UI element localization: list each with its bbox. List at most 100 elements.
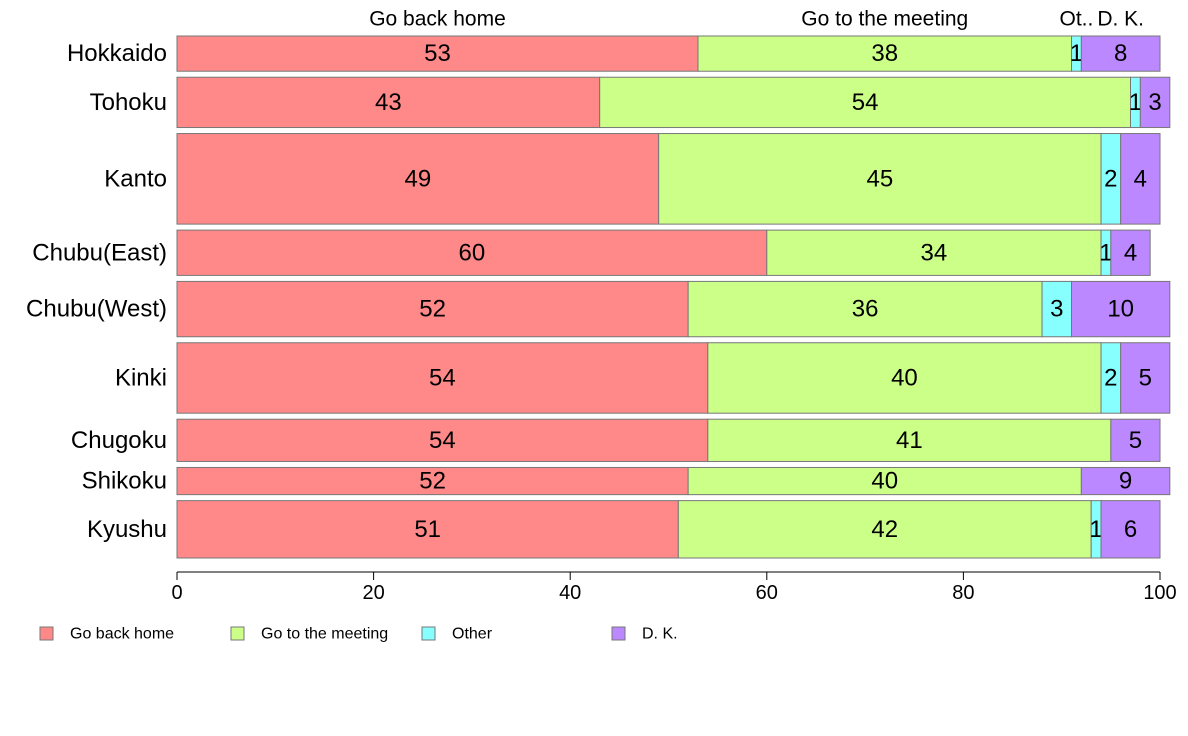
- bar-segment-go-back-home: [176, 229, 768, 276]
- x-tick-label: 20: [362, 582, 384, 604]
- bar-segment-d-k: [1120, 133, 1161, 225]
- bar-segment-go-to-the-meeting: [599, 76, 1132, 129]
- data-label: 4: [1124, 239, 1137, 266]
- legend-item-go-to-the-meeting: Go to the meeting: [230, 626, 388, 643]
- column-headers: Go back home Go to the meeting Ot.. D. K.: [369, 8, 1144, 31]
- bar-segment-d-k: [1139, 76, 1171, 129]
- bar-segment-d-k: [1110, 418, 1161, 462]
- x-tick-label: 60: [756, 582, 778, 604]
- data-label: 49: [404, 165, 431, 192]
- row-label: Chugoku: [71, 427, 167, 454]
- x-tick-label: 100: [1143, 582, 1176, 604]
- column-header: Go back home: [369, 8, 506, 31]
- bar-row-tohoku: Tohoku 43 54 1 3: [90, 76, 1171, 129]
- row-label: Kyushu: [87, 516, 167, 543]
- legend-label: Other: [452, 626, 493, 643]
- data-label: 42: [871, 516, 898, 543]
- bar-row-chugoku: Chugoku 54 41 5: [71, 418, 1161, 462]
- data-label: 5: [1139, 364, 1152, 391]
- data-label: 2: [1104, 364, 1117, 391]
- data-label: 5: [1129, 427, 1142, 454]
- data-label: 51: [414, 516, 441, 543]
- bar-segment-go-back-home: [176, 500, 679, 559]
- data-label: 6: [1124, 516, 1137, 543]
- bar-segment-go-back-home: [176, 35, 699, 72]
- x-tick-label: 80: [952, 582, 974, 604]
- data-label: 54: [429, 364, 456, 391]
- legend-label: Go to the meeting: [261, 626, 388, 643]
- data-label: 2: [1104, 165, 1117, 192]
- column-header: Ot..: [1060, 8, 1094, 31]
- data-label: 38: [871, 40, 898, 67]
- x-axis: 0 20 40 60 80 100: [171, 571, 1177, 604]
- legend-item-d-k: D. K.: [611, 626, 678, 643]
- bar-segment-d-k: [1110, 229, 1151, 276]
- legend-swatch: [421, 626, 436, 641]
- data-label: 52: [419, 468, 446, 495]
- bar-row-chubu-west: Chubu(West) 52 36 3 10: [26, 280, 1171, 338]
- bar-segment-go-to-the-meeting: [687, 280, 1043, 338]
- legend-item-go-back-home: Go back home: [39, 626, 174, 643]
- row-label: Shikoku: [82, 468, 167, 495]
- data-label: 10: [1107, 296, 1134, 323]
- data-label: 1: [1129, 89, 1142, 116]
- data-label: 54: [852, 89, 879, 116]
- legend-swatch: [39, 626, 54, 641]
- bar-row-kinki: Kinki 54 40 2 5: [115, 342, 1171, 414]
- data-label: 40: [891, 364, 918, 391]
- bar-segment-go-to-the-meeting: [677, 500, 1092, 559]
- data-label: 9: [1119, 468, 1132, 495]
- bar-segment-other: [1041, 280, 1073, 338]
- data-label: 41: [896, 427, 923, 454]
- bar-row-hokkaido: Hokkaido 53 38 1 8: [67, 35, 1161, 72]
- bar-segment-go-to-the-meeting: [697, 35, 1073, 72]
- bar-segment-go-back-home: [176, 418, 709, 462]
- bar-segment-go-back-home: [176, 133, 660, 225]
- bar-segment-go-back-home: [176, 342, 709, 414]
- bar-segment-go-to-the-meeting: [658, 133, 1102, 225]
- bar-segment-go-to-the-meeting: [707, 418, 1112, 462]
- bar-segment-go-back-home: [176, 466, 689, 496]
- row-label: Kinki: [115, 364, 167, 391]
- legend-swatch: [611, 626, 626, 641]
- data-label: 60: [459, 239, 486, 266]
- bar-segment-d-k: [1100, 500, 1161, 559]
- bar-segment-d-k: [1080, 466, 1171, 496]
- data-label: 34: [921, 239, 948, 266]
- data-label: 53: [424, 40, 451, 67]
- row-label: Kanto: [104, 165, 167, 192]
- bar-row-kyushu: Kyushu 51 42 1 6: [87, 500, 1161, 559]
- legend: Go back home Go to the meeting Other D. K.: [39, 626, 678, 643]
- data-label: 40: [871, 468, 898, 495]
- bar-segment-d-k: [1080, 35, 1161, 72]
- data-label: 3: [1148, 89, 1161, 116]
- data-label: 54: [429, 427, 456, 454]
- legend-item-other: Other: [421, 626, 493, 643]
- bar-segment-d-k: [1071, 280, 1171, 338]
- bar-row-chubu-east: Chubu(East) 60 34 1 4: [32, 229, 1151, 276]
- bar-row-shikoku: Shikoku 52 40 9: [82, 466, 1171, 496]
- bar-segment-go-back-home: [176, 280, 689, 338]
- legend-label: D. K.: [642, 626, 678, 643]
- data-label: 36: [852, 296, 879, 323]
- data-label: 1: [1089, 516, 1102, 543]
- bar-segment-d-k: [1120, 342, 1171, 414]
- data-label: 1: [1099, 239, 1112, 266]
- row-label: Tohoku: [90, 89, 167, 116]
- bar-segment-go-to-the-meeting: [766, 229, 1102, 276]
- data-label: 8: [1114, 40, 1127, 67]
- data-label: 4: [1134, 165, 1147, 192]
- bar-segment-go-back-home: [176, 76, 601, 129]
- column-header: Go to the meeting: [801, 8, 968, 31]
- data-label: 52: [419, 296, 446, 323]
- data-label: 1: [1070, 40, 1083, 67]
- x-tick-label: 40: [559, 582, 581, 604]
- row-label: Chubu(East): [32, 239, 167, 266]
- bar-row-kanto: Kanto 49 45 2 4: [104, 133, 1161, 225]
- column-header: D. K.: [1097, 8, 1144, 31]
- data-label: 45: [866, 165, 893, 192]
- legend-label: Go back home: [70, 626, 174, 643]
- data-label: 43: [375, 89, 402, 116]
